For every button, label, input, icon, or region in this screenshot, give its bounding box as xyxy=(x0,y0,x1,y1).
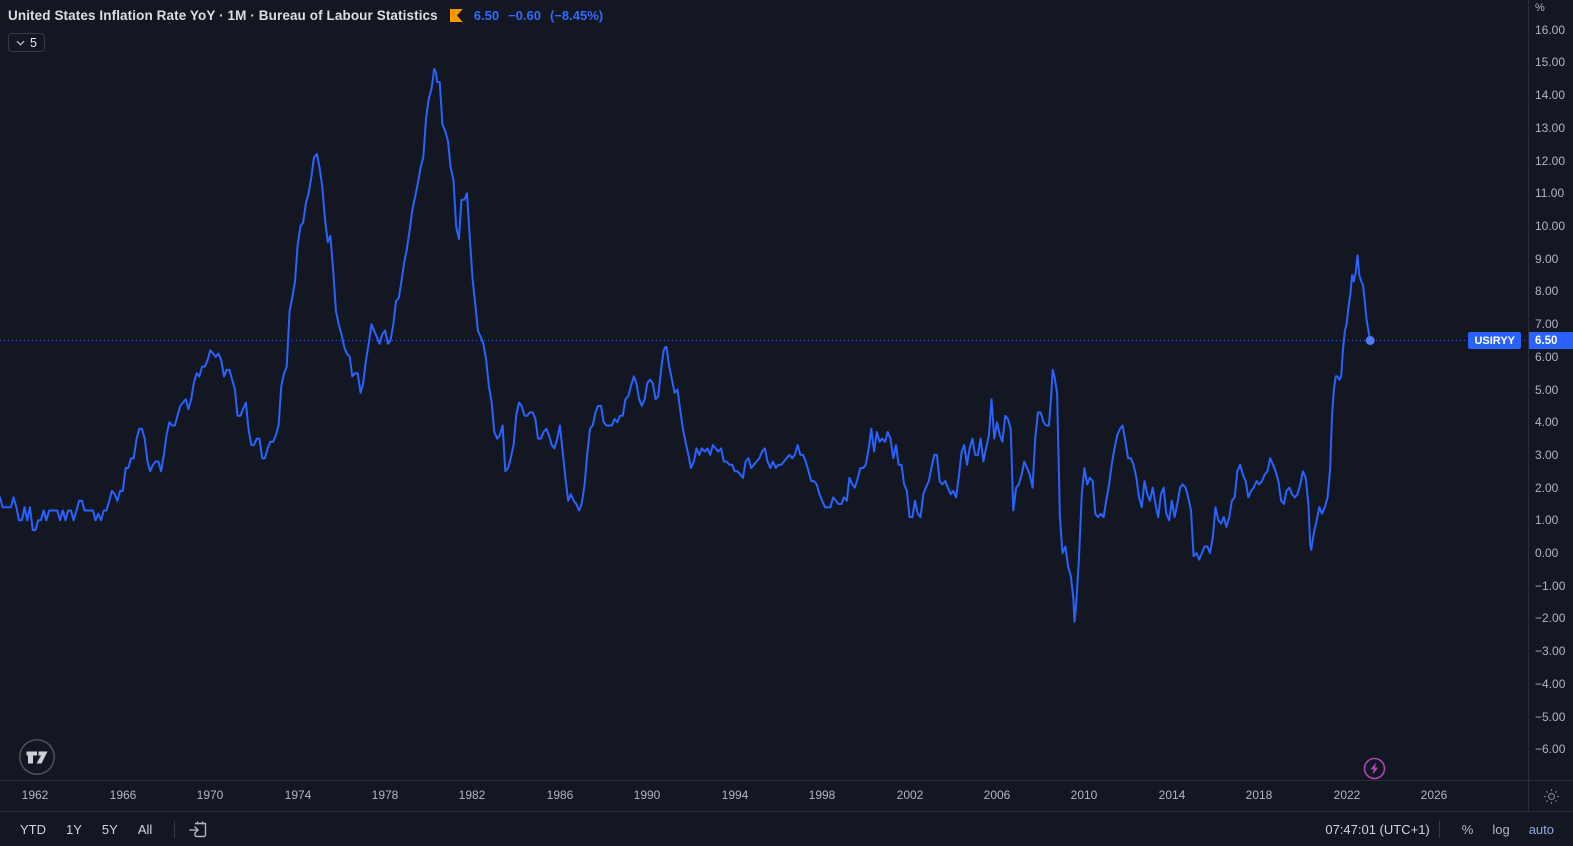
y-axis-tick: 4.00 xyxy=(1535,415,1559,429)
y-axis-tick: 1.00 xyxy=(1535,513,1559,527)
toolbar-divider xyxy=(174,820,176,838)
bottom-toolbar: YTD 1Y 5Y All 07:47:01 (UTC+1) % log xyxy=(0,811,1573,846)
legend-collapse-button[interactable]: 5 xyxy=(8,33,45,52)
market-status-flag-icon[interactable] xyxy=(449,9,463,22)
range-button-1y[interactable]: 1Y xyxy=(66,821,82,837)
y-axis-tick: −5.00 xyxy=(1535,710,1566,724)
x-axis-tick: 2022 xyxy=(1333,788,1361,802)
y-axis-tick: −6.00 xyxy=(1535,742,1566,756)
y-axis-tick: 15.00 xyxy=(1535,55,1566,69)
auto-scale-button[interactable]: auto xyxy=(1528,821,1554,837)
y-axis-tick: 8.00 xyxy=(1535,284,1559,298)
y-axis-tick: 6.00 xyxy=(1535,350,1559,364)
tradingview-logo[interactable] xyxy=(18,738,56,776)
price-chart-plot[interactable] xyxy=(0,0,1528,780)
x-axis-tick: 1974 xyxy=(284,788,312,802)
price-axis[interactable]: % 16.00 15.00 14.00 13.00 12.00 11.00 10.00 9.0… xyxy=(1528,0,1573,780)
legend-values: 6.50 −0.60 (−8.45%) xyxy=(474,8,603,23)
x-axis-tick: 1986 xyxy=(546,788,574,802)
y-axis-tick: 9.00 xyxy=(1535,252,1559,266)
y-axis-tick: −4.00 xyxy=(1535,677,1566,691)
x-axis-tick: 2006 xyxy=(983,788,1011,802)
percent-scale-button[interactable]: % xyxy=(1461,821,1474,837)
lightning-bolt-icon xyxy=(1363,757,1386,780)
x-axis-tick: 2026 xyxy=(1420,788,1448,802)
x-axis-tick: 1994 xyxy=(721,788,749,802)
scale-corner[interactable] xyxy=(1528,781,1573,812)
x-axis-tick: 2002 xyxy=(896,788,924,802)
x-axis-tick: 2018 xyxy=(1245,788,1273,802)
inflation-line-series xyxy=(0,68,1372,623)
y-axis-tick: 12.00 xyxy=(1535,154,1566,168)
range-button-all[interactable]: All xyxy=(137,821,153,837)
indicator-count: 5 xyxy=(30,35,37,50)
y-axis-tick: 13.00 xyxy=(1535,121,1566,135)
toolbar-divider xyxy=(1438,820,1440,838)
range-button-5y[interactable]: 5Y xyxy=(101,821,118,837)
scale-controls-group: 07:47:01 (UTC+1) % log auto xyxy=(1325,820,1560,839)
range-button-ytd[interactable]: YTD xyxy=(20,821,46,837)
chevron-down-icon xyxy=(16,40,25,46)
y-axis-tick: 5.00 xyxy=(1535,383,1559,397)
x-axis-tick: 1962 xyxy=(21,788,49,802)
last-value-dot xyxy=(1365,336,1375,345)
sun-theme-icon xyxy=(1543,789,1559,804)
y-axis-tick: 0.00 xyxy=(1535,546,1559,560)
x-axis-tick: 1978 xyxy=(371,788,399,802)
y-axis-tick: −3.00 xyxy=(1535,644,1566,658)
y-axis-tick: 14.00 xyxy=(1535,88,1566,102)
range-buttons-group: YTD 1Y 5Y All xyxy=(13,817,213,841)
time-axis[interactable]: 1962 1966 1970 1974 1978 1982 1986 1990 1994 1998… xyxy=(0,780,1573,812)
y-axis-tick: 16.00 xyxy=(1535,23,1566,37)
last-value: 6.50 xyxy=(473,8,500,23)
y-axis-tick: 2.00 xyxy=(1535,481,1559,495)
y-axis-tick: −1.00 xyxy=(1535,579,1566,593)
flash-events-button[interactable] xyxy=(1363,757,1386,780)
symbol-price-label: USIRYY xyxy=(1468,332,1521,349)
tradingview-logo-icon xyxy=(18,738,56,776)
change-value: −0.60 xyxy=(508,8,541,23)
x-axis-tick: 1982 xyxy=(458,788,486,802)
x-axis-tick: 1970 xyxy=(196,788,224,802)
goto-date-button[interactable] xyxy=(184,817,213,841)
legend: United States Inflation Rate YoY · 1M · … xyxy=(8,5,603,52)
symbol-title[interactable]: United States Inflation Rate YoY · 1M · … xyxy=(8,8,438,23)
x-axis-tick: 1966 xyxy=(109,788,137,802)
y-axis-tick: 11.00 xyxy=(1535,186,1565,200)
price-unit-label: % xyxy=(1535,2,1545,14)
y-axis-tick: 7.00 xyxy=(1535,317,1559,331)
x-axis-tick: 2010 xyxy=(1070,788,1098,802)
y-axis-tick: 10.00 xyxy=(1535,219,1566,233)
clock-timezone-button[interactable]: 07:47:01 (UTC+1) xyxy=(1325,821,1430,837)
y-axis-tick: 3.00 xyxy=(1535,448,1559,462)
x-axis-tick: 1990 xyxy=(633,788,661,802)
log-scale-button[interactable]: log xyxy=(1492,821,1510,837)
x-axis-tick: 1998 xyxy=(808,788,836,802)
x-axis-tick: 2014 xyxy=(1158,788,1186,802)
y-axis-tick: −2.00 xyxy=(1535,611,1566,625)
calendar-goto-icon xyxy=(189,821,207,838)
current-price-label: 6.50 xyxy=(1529,332,1573,349)
change-percent: (−8.45%) xyxy=(549,8,604,23)
